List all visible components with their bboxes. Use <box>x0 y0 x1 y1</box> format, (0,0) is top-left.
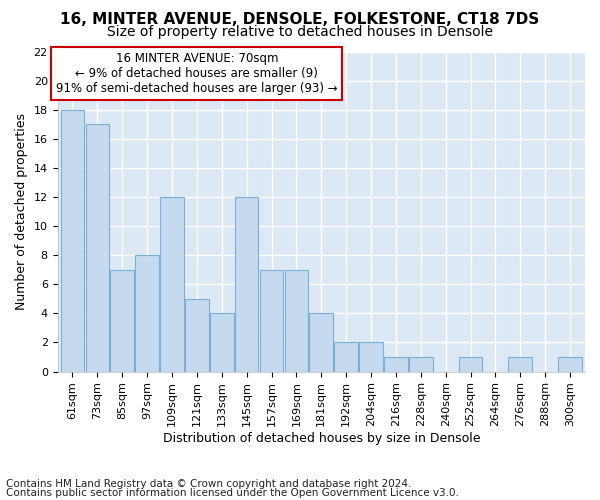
Text: Size of property relative to detached houses in Densole: Size of property relative to detached ho… <box>107 25 493 39</box>
Y-axis label: Number of detached properties: Number of detached properties <box>15 113 28 310</box>
Bar <box>310 314 333 372</box>
Bar <box>558 357 582 372</box>
Bar <box>409 357 433 372</box>
Bar <box>61 110 84 372</box>
Bar <box>284 270 308 372</box>
Bar <box>508 357 532 372</box>
Text: 16, MINTER AVENUE, DENSOLE, FOLKESTONE, CT18 7DS: 16, MINTER AVENUE, DENSOLE, FOLKESTONE, … <box>61 12 539 28</box>
Bar <box>384 357 408 372</box>
Bar <box>210 314 233 372</box>
Text: 16 MINTER AVENUE: 70sqm
← 9% of detached houses are smaller (9)
91% of semi-deta: 16 MINTER AVENUE: 70sqm ← 9% of detached… <box>56 52 338 95</box>
Bar <box>185 299 209 372</box>
Bar <box>86 124 109 372</box>
Bar <box>135 255 159 372</box>
X-axis label: Distribution of detached houses by size in Densole: Distribution of detached houses by size … <box>163 432 480 445</box>
Bar <box>359 342 383 372</box>
Bar <box>235 197 259 372</box>
Bar <box>334 342 358 372</box>
Bar <box>260 270 283 372</box>
Bar <box>160 197 184 372</box>
Bar <box>110 270 134 372</box>
Bar <box>459 357 482 372</box>
Text: Contains public sector information licensed under the Open Government Licence v3: Contains public sector information licen… <box>6 488 459 498</box>
Text: Contains HM Land Registry data © Crown copyright and database right 2024.: Contains HM Land Registry data © Crown c… <box>6 479 412 489</box>
